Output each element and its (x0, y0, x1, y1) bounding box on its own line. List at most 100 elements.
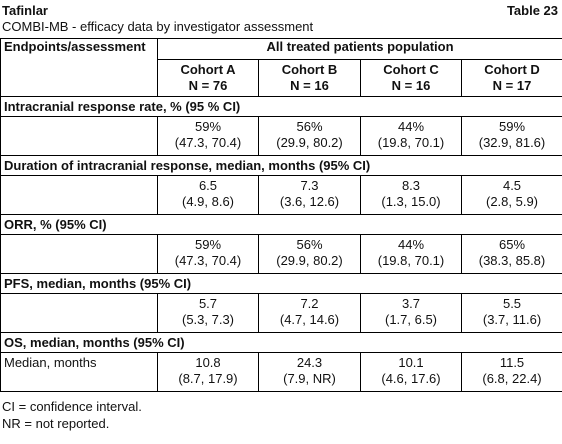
cell-value: 56% (296, 119, 323, 134)
data-cell: 4.5 (2.8, 5.9) (460, 175, 562, 215)
data-cell: 3.7 (1.7, 6.5) (360, 293, 462, 333)
header: Tafinlar Table 23 COMBI-MB - efficacy da… (0, 0, 562, 38)
cell-value: 10.8 (195, 355, 221, 370)
section-row: OS, median, months (95% CI) (0, 332, 562, 353)
data-cell: 56% (29.9, 80.2) (258, 234, 361, 274)
cell-value: 44% (397, 119, 425, 134)
row-label (0, 293, 158, 333)
cohort-name: Cohort D (484, 62, 540, 77)
cell-value: 59% (194, 119, 222, 134)
cell-ci: (29.9, 80.2) (276, 135, 343, 150)
data-cell: 56% (29.9, 80.2) (258, 116, 361, 156)
cell-ci: (5.3, 7.3) (181, 312, 235, 327)
cell-ci: (32.9, 81.6) (478, 135, 546, 150)
data-cell: 10.8 (8.7, 17.9) (157, 352, 259, 392)
cell-ci: (47.3, 70.4) (174, 253, 242, 268)
section-title: ORR, % (95% CI) (0, 214, 562, 235)
cell-ci: (3.6, 12.6) (279, 194, 340, 209)
data-cell: 65% (38.3, 85.8) (460, 234, 562, 274)
cell-value: 11.5 (499, 355, 525, 370)
cell-ci: (38.3, 85.8) (478, 253, 546, 268)
cell-value: 59% (194, 237, 222, 252)
data-cell: 8.3 (1.3, 15.0) (360, 175, 462, 215)
cell-ci: (8.7, 17.9) (178, 371, 238, 386)
data-row: 6.5 (4.9, 8.6) 7.3 (3.6, 12.6) 8.3 (1.3, 15.0… (0, 175, 562, 215)
cell-value: 3.7 (401, 296, 421, 311)
cell-ci: (1.3, 15.0) (381, 194, 441, 209)
data-cell: 10.1 (4.6, 17.6) (360, 352, 462, 392)
cell-ci: (29.9, 80.2) (276, 253, 343, 268)
cell-value: 59% (498, 119, 526, 134)
cohort-n: N = 16 (391, 78, 431, 93)
data-cell: 7.3 (3.6, 12.6) (258, 175, 361, 215)
group-header: All treated patients population (156, 38, 562, 60)
row-label (0, 116, 158, 156)
cell-value: 6.5 (198, 178, 218, 193)
table-label: Table 23 (506, 3, 558, 18)
efficacy-table: Endpoints/assessment All treated patients… (0, 38, 562, 392)
section-row: ORR, % (95% CI) (0, 214, 562, 235)
footnotes: CI = confidence interval. NR = not repor… (2, 398, 562, 432)
cell-value: 4.5 (502, 178, 522, 193)
data-cell: 44% (19.8, 70.1) (360, 234, 462, 274)
cell-ci: (3.7, 11.6) (482, 312, 542, 327)
cell-value: 7.3 (300, 178, 319, 193)
cell-ci: (19.8, 70.1) (377, 253, 445, 268)
cell-value: 7.2 (300, 296, 319, 311)
cohort-name: Cohort C (383, 62, 439, 77)
cell-ci: (6.8, 22.4) (482, 371, 542, 386)
data-cell: 7.2 (4.7, 14.6) (258, 293, 361, 333)
footnote: CI = confidence interval. (2, 399, 142, 414)
data-cell: 59% (32.9, 81.6) (460, 116, 562, 156)
cohort-n: N = 16 (290, 78, 329, 93)
row-label (0, 175, 158, 215)
cell-ci: (4.7, 14.6) (279, 312, 340, 327)
data-cell: 5.7 (5.3, 7.3) (157, 293, 259, 333)
cohort-name: Cohort A (180, 62, 236, 77)
section-title: Intracranial response rate, % (95 % CI) (0, 96, 562, 117)
cell-value: 5.5 (502, 296, 522, 311)
data-row: Median, months 10.8 (8.7, 17.9) 24.3 (7.9, N… (0, 352, 562, 392)
data-row: 59% (47.3, 70.4) 56% (29.9, 80.2) 44% (19.8, … (0, 234, 562, 274)
data-cell: 59% (47.3, 70.4) (157, 116, 259, 156)
data-cell: 59% (47.3, 70.4) (157, 234, 259, 274)
cohort-n: N = 76 (188, 78, 228, 93)
section-title: PFS, median, months (95% CI) (0, 273, 562, 294)
cell-ci: (47.3, 70.4) (174, 135, 242, 150)
data-cell: 44% (19.8, 70.1) (360, 116, 462, 156)
section-row: Duration of intracranial response, media… (0, 155, 562, 176)
data-cell: 11.5 (6.8, 22.4) (460, 352, 562, 392)
data-row: 59% (47.3, 70.4) 56% (29.9, 80.2) 44% (19.8, … (0, 116, 562, 156)
cell-value: 10.1 (398, 355, 424, 370)
data-cell: 24.3 (7.9, NR) (258, 352, 361, 392)
cell-ci: (1.7, 6.5) (384, 312, 438, 327)
cell-value: 8.3 (401, 178, 421, 193)
brand: Tafinlar (2, 3, 48, 18)
cell-value: 65% (498, 237, 526, 252)
corner-header: Endpoints/assessment (0, 38, 158, 97)
cohort-n: N = 17 (492, 78, 532, 93)
cell-value: 5.7 (198, 296, 218, 311)
section-title: Duration of intracranial response, media… (0, 155, 562, 176)
caption: COMBI-MB - efficacy data by investigator… (2, 19, 314, 34)
cell-ci: (19.8, 70.1) (377, 135, 445, 150)
cell-ci: (4.6, 17.6) (381, 371, 441, 386)
cohort-name: Cohort B (281, 62, 338, 77)
row-label: Median, months (0, 352, 158, 392)
section-row: Intracranial response rate, % (95 % CI) (0, 96, 562, 117)
data-cell: 5.5 (3.7, 11.6) (460, 293, 562, 333)
cell-ci: (7.9, NR) (283, 371, 336, 386)
cell-value: 56% (296, 237, 323, 252)
section-row: PFS, median, months (95% CI) (0, 273, 562, 294)
cell-ci: (2.8, 5.9) (485, 194, 539, 209)
row-label (0, 234, 158, 274)
cell-ci: (4.9, 8.6) (181, 194, 235, 209)
data-cell: 6.5 (4.9, 8.6) (157, 175, 259, 215)
cell-value: 24.3 (296, 355, 323, 370)
